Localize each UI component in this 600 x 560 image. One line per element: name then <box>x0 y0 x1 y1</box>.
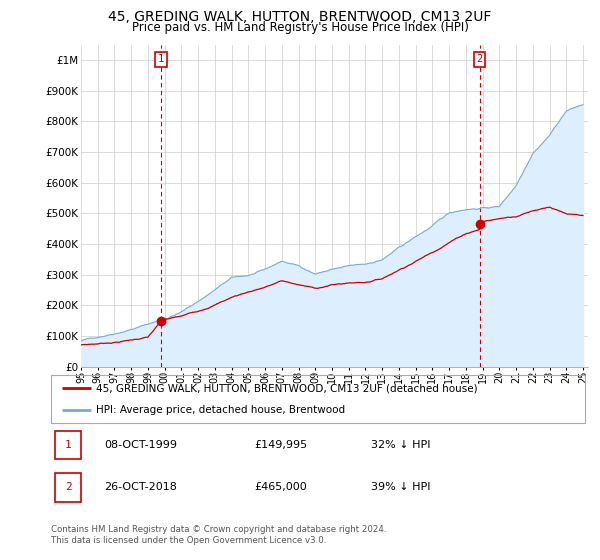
Text: 45, GREDING WALK, HUTTON, BRENTWOOD, CM13 2UF (detached house): 45, GREDING WALK, HUTTON, BRENTWOOD, CM1… <box>97 383 478 393</box>
Text: 45, GREDING WALK, HUTTON, BRENTWOOD, CM13 2UF: 45, GREDING WALK, HUTTON, BRENTWOOD, CM1… <box>109 10 491 24</box>
Text: 39% ↓ HPI: 39% ↓ HPI <box>371 482 431 492</box>
Text: Price paid vs. HM Land Registry's House Price Index (HPI): Price paid vs. HM Land Registry's House … <box>131 21 469 34</box>
Text: 32% ↓ HPI: 32% ↓ HPI <box>371 440 431 450</box>
Text: 1: 1 <box>158 54 164 64</box>
Bar <box>55 431 81 459</box>
Text: 26-OCT-2018: 26-OCT-2018 <box>104 482 177 492</box>
Text: Contains HM Land Registry data © Crown copyright and database right 2024.
This d: Contains HM Land Registry data © Crown c… <box>51 525 386 545</box>
Text: 08-OCT-1999: 08-OCT-1999 <box>104 440 178 450</box>
Text: 2: 2 <box>476 54 482 64</box>
Text: £465,000: £465,000 <box>254 482 307 492</box>
Text: 2: 2 <box>65 482 71 492</box>
Text: 1: 1 <box>65 440 71 450</box>
Text: HPI: Average price, detached house, Brentwood: HPI: Average price, detached house, Bren… <box>97 405 346 415</box>
Text: £149,995: £149,995 <box>254 440 307 450</box>
Bar <box>55 473 81 502</box>
